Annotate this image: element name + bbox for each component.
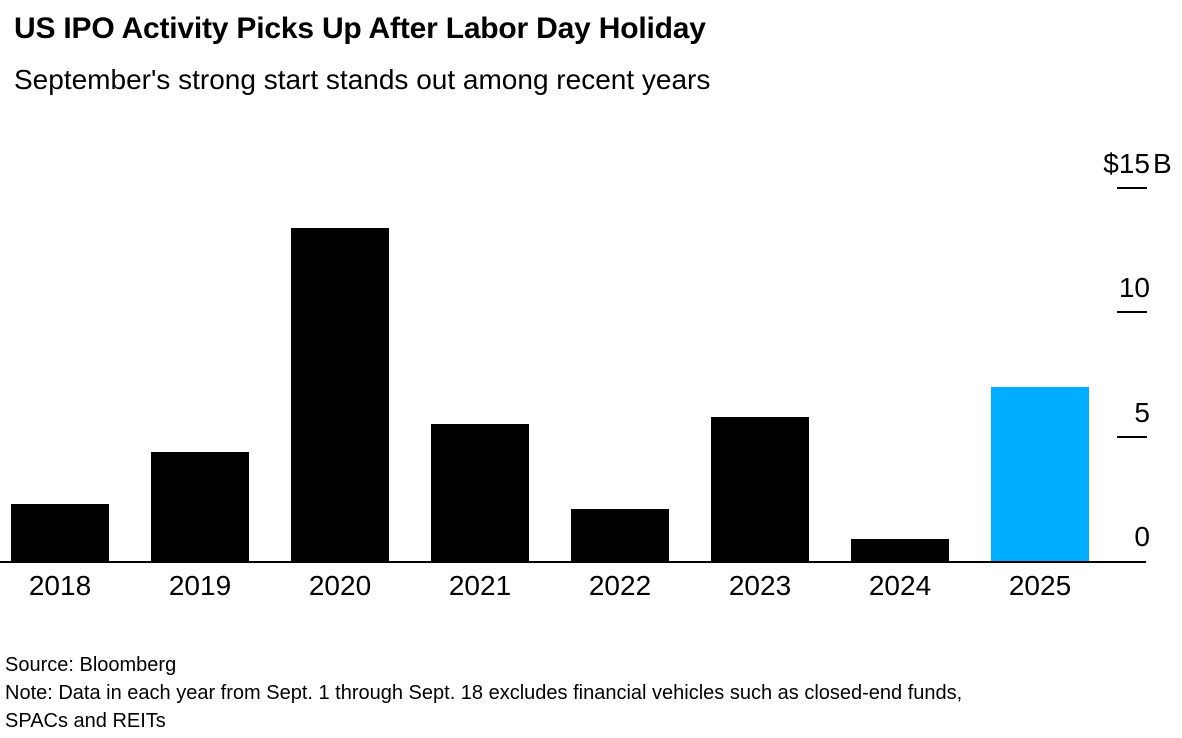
x-axis-label-2022: 2022	[588, 570, 652, 601]
bar-2024	[851, 539, 949, 561]
x-axis-label-2018: 2018	[28, 570, 92, 601]
y-tick-label-0: 0	[1134, 521, 1150, 552]
x-axis-line	[0, 561, 1146, 563]
bar-2018	[11, 504, 109, 561]
y-tick-label-10: 10	[1118, 272, 1150, 304]
x-axis-label-2019: 2019	[168, 570, 232, 601]
y-tick-mark-5	[1117, 435, 1147, 438]
y-axis-unit-suffix: B	[1153, 148, 1172, 179]
source-line: Source: Bloomberg	[5, 654, 177, 676]
note-line: Note: Data in each year from Sept. 1 thr…	[5, 682, 963, 732]
x-axis-label-2020: 2020	[308, 570, 372, 601]
x-axis-label-2025: 2025	[1008, 570, 1072, 601]
x-axis-label-2024: 2024	[868, 570, 932, 601]
y-tick-mark-15	[1117, 187, 1147, 189]
bar-2021	[431, 424, 529, 561]
y-tick-label-5: 5	[1134, 396, 1150, 428]
x-axis-label-2021: 2021	[448, 570, 512, 601]
bar-2022	[571, 509, 669, 561]
x-axis-label-2023: 2023	[728, 570, 792, 601]
y-tick-label-15: $15 B	[1103, 148, 1172, 179]
bar-2019	[151, 452, 249, 561]
chart-footer: Source: Bloomberg Note: Data in each yea…	[5, 651, 1020, 735]
bar-2023	[711, 417, 809, 561]
chart-title: US IPO Activity Picks Up After Labor Day…	[14, 12, 706, 45]
bar-2025	[991, 387, 1089, 561]
chart-subtitle: September's strong start stands out amon…	[14, 64, 711, 95]
bar-2020	[291, 228, 389, 561]
y-tick-mark-10	[1117, 311, 1147, 314]
